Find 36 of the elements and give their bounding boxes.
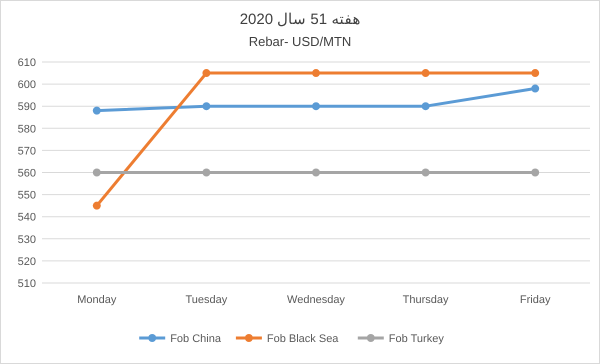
chart-title: هفته 51 سال 2020 [240,11,360,28]
point [531,69,540,78]
point [531,168,540,176]
y-tick-label: 600 [18,79,36,92]
legend-label: Fob China [170,333,222,345]
point [422,168,430,176]
legend-label: Fob Black Sea [266,333,340,345]
point [312,102,320,110]
point [202,69,210,78]
y-tick-label: 530 [18,234,36,246]
point [312,69,320,78]
x-tick-label: Tuesday [186,294,228,306]
x-tick-label: Thursday [402,294,450,306]
x-tick-label: Friday [520,294,551,306]
point [422,69,430,78]
point [312,168,320,176]
y-tick-label: 610 [18,57,36,69]
point [92,168,101,176]
chart-subtitle: Rebar- USD/MTN [248,34,352,49]
y-tick-label: 550 [18,190,36,202]
point [202,168,210,176]
point [202,102,210,110]
legend-label: Fob Turkey [388,333,444,345]
y-tick-label: 570 [18,145,36,158]
point [531,84,540,93]
y-tick-label: 520 [18,256,36,268]
point [92,202,101,210]
y-tick-label: 510 [18,278,36,290]
point [92,106,101,115]
x-tick-label: Wednesday [287,294,346,306]
y-tick-label: 540 [18,212,36,224]
x-tick-label: Monday [77,294,117,306]
y-tick-label: 560 [18,168,36,180]
y-tick-label: 590 [18,101,36,114]
point [422,102,430,110]
y-tick-label: 580 [18,123,36,136]
